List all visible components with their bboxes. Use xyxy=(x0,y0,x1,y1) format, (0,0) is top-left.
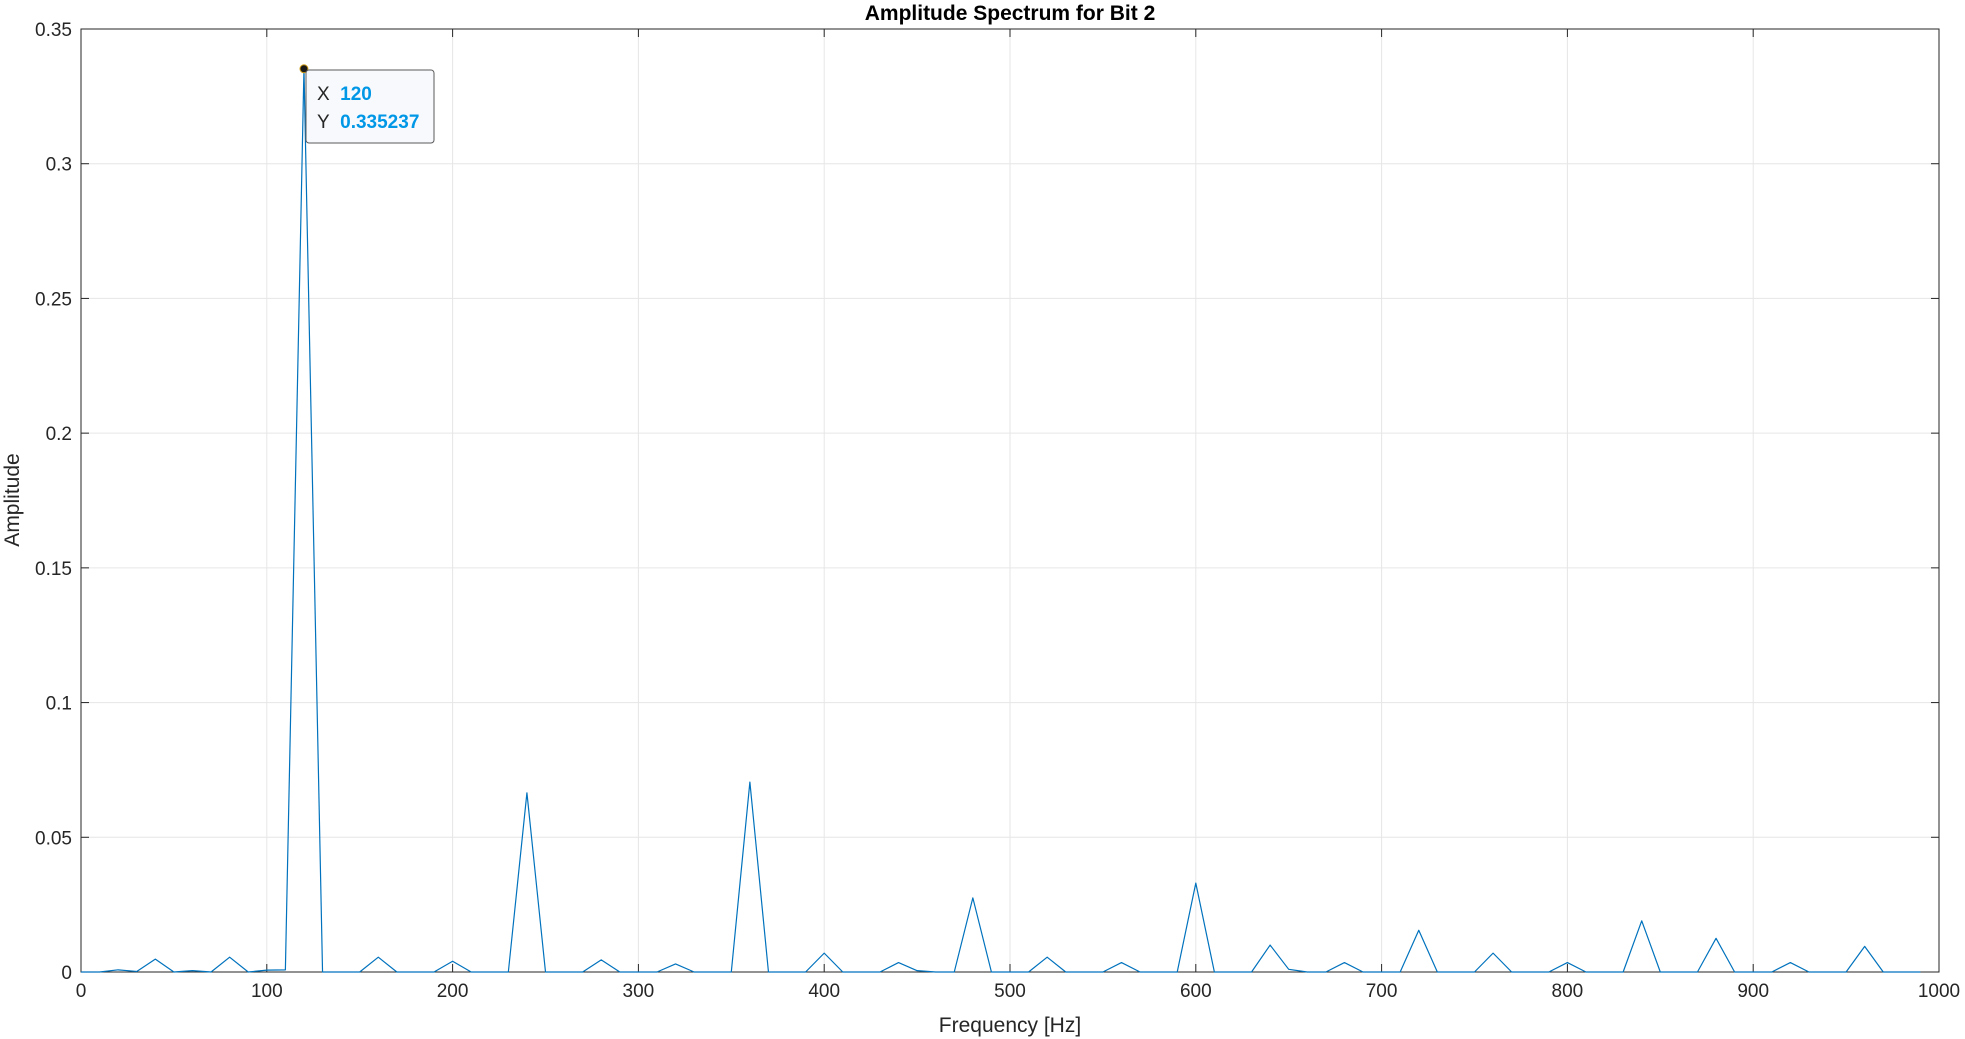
series-line xyxy=(81,68,1921,973)
y-tick-label: 0.1 xyxy=(46,694,72,715)
datatip[interactable]: X 120 Y 0.335237 xyxy=(299,64,435,144)
chart-title: Amplitude Spectrum for Bit 2 xyxy=(865,2,1156,25)
x-tick-label: 100 xyxy=(251,981,283,1002)
x-tick-label: 800 xyxy=(1552,981,1584,1002)
y-tick-label: 0.2 xyxy=(46,424,72,445)
series-layer xyxy=(81,68,1921,973)
x-tick-label: 500 xyxy=(994,981,1026,1002)
x-tick-label: 1000 xyxy=(1918,981,1960,1002)
datatip-marker[interactable] xyxy=(299,64,309,74)
datatip-x-row: X 120 xyxy=(317,84,372,105)
tick-marks xyxy=(80,28,1940,973)
x-axis-label: Frequency [Hz] xyxy=(939,1014,1081,1037)
y-tick-label: 0.3 xyxy=(46,155,72,176)
y-tick-labels: 0 0.05 0.1 0.15 0.2 0.25 0.3 0.35 xyxy=(35,20,72,984)
x-tick-label: 700 xyxy=(1366,981,1398,1002)
x-tick-label: 0 xyxy=(76,981,87,1002)
y-axis-label: Amplitude xyxy=(1,453,24,546)
x-tick-labels: 0 100 200 300 400 500 600 700 800 900 1000 xyxy=(76,981,1960,1002)
datatip-y-row: Y 0.335237 xyxy=(317,112,419,133)
x-tick-label: 900 xyxy=(1737,981,1769,1002)
x-tick-label: 600 xyxy=(1180,981,1212,1002)
y-tick-label: 0 xyxy=(61,963,72,984)
x-tick-label: 200 xyxy=(437,981,469,1002)
grid-lines xyxy=(81,29,1939,972)
y-tick-label: 0.15 xyxy=(35,559,72,580)
x-tick-label: 300 xyxy=(623,981,655,1002)
y-tick-label: 0.35 xyxy=(35,20,72,41)
datatip-y-value: 0.335237 xyxy=(340,112,419,133)
datatip-x-value: 120 xyxy=(340,84,372,105)
datatip-x-key: X xyxy=(317,84,330,105)
datatip-y-key: Y xyxy=(317,112,330,133)
y-tick-label: 0.25 xyxy=(35,289,72,310)
y-tick-label: 0.05 xyxy=(35,828,72,849)
datatip-box[interactable] xyxy=(305,69,435,144)
x-tick-label: 400 xyxy=(808,981,840,1002)
